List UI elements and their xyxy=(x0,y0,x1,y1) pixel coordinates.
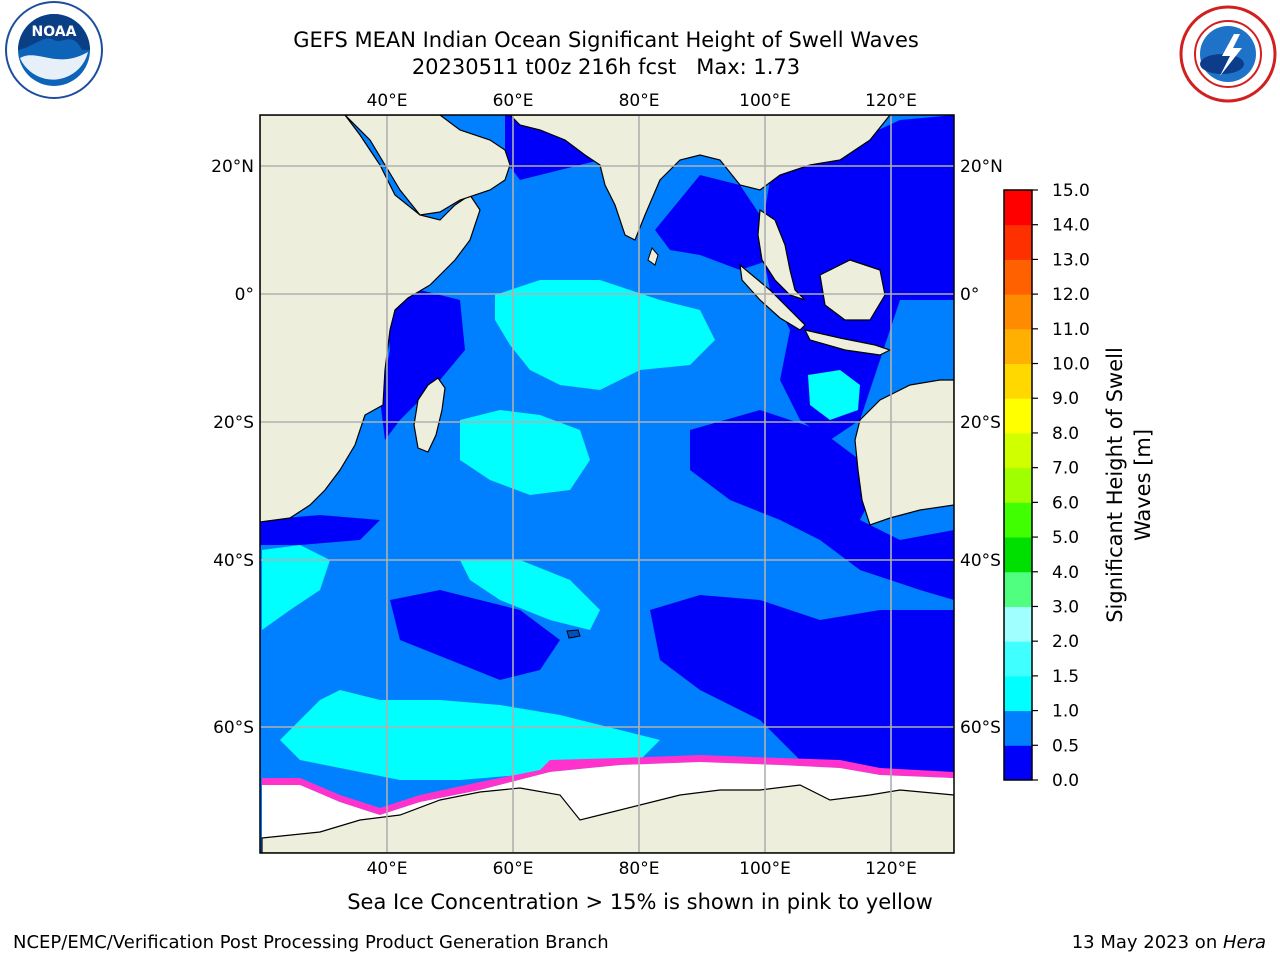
colorbar-ticks: 0.0 0.5 1.0 1.5 2.0 3.0 4.0 5.0 6.0 7.0 8.0 9.0 10.0… xyxy=(1032,181,1090,791)
colorbar-swatch xyxy=(1004,745,1032,781)
colorbar-swatch xyxy=(1004,190,1032,226)
madagascar-land xyxy=(413,377,446,453)
colorbar-tick-label: 8.0 xyxy=(1052,424,1079,444)
borneo-land xyxy=(819,259,886,321)
colorbar-tick-label: 12.0 xyxy=(1052,285,1090,305)
colorbar-tick-label: 0.5 xyxy=(1052,736,1079,756)
colorbar xyxy=(1003,189,1033,781)
lon-tick-top: 100°E xyxy=(739,91,791,111)
colorbar-swatch xyxy=(1004,502,1032,538)
colorbar-swatch xyxy=(1004,467,1032,503)
lat-tick-right: 60°S xyxy=(960,718,1001,738)
colorbar-tick-label: 4.0 xyxy=(1052,563,1079,583)
lat-labels-right: 20°N 0° 20°S 40°S 60°S xyxy=(960,157,1003,738)
colorbar-label-line2: Waves [m] xyxy=(1131,429,1155,541)
lat-tick-left: 40°S xyxy=(213,551,254,571)
colorbar-tick-label: 10.0 xyxy=(1052,355,1090,375)
noaa-logo: NOAA xyxy=(5,1,103,99)
noaa-logo-text: NOAA xyxy=(32,24,77,40)
kerguelen-island xyxy=(566,629,581,639)
lat-tick-left: 20°N xyxy=(211,157,254,177)
gridlines xyxy=(260,115,954,853)
colorbar-swatch xyxy=(1004,398,1032,434)
lat-tick-right: 20°S xyxy=(960,413,1001,433)
lon-tick-bottom: 60°E xyxy=(493,859,534,879)
asia-land xyxy=(509,115,891,241)
malay-land xyxy=(757,208,806,301)
colorbar-frame xyxy=(1003,189,1033,781)
map-frame xyxy=(259,114,955,854)
colorbar-tick-label: 0.0 xyxy=(1052,771,1079,791)
colorbar-tick-label: 1.5 xyxy=(1052,667,1079,687)
colorbar-swatch xyxy=(1004,328,1032,365)
colorbar-swatch xyxy=(1004,432,1032,469)
lat-tick-left: 60°S xyxy=(213,718,254,738)
colorbar-swatch xyxy=(1004,675,1032,712)
lon-tick-top: 120°E xyxy=(865,91,917,111)
lat-tick-right: 0° xyxy=(960,285,979,305)
footer-credit: NCEP/EMC/Verification Post Processing Pr… xyxy=(13,932,609,953)
lon-tick-bottom: 40°E xyxy=(367,859,408,879)
colorbar-label-line1: Significant Height of Swell xyxy=(1103,347,1127,623)
footer-host: Hera xyxy=(1222,932,1266,953)
lat-tick-right: 20°N xyxy=(960,157,1003,177)
colorbar-swatch xyxy=(1004,710,1032,746)
colorbar-tick-label: 9.0 xyxy=(1052,389,1079,409)
colorbar-tick-label: 1.0 xyxy=(1052,702,1079,722)
colorbar-swatch xyxy=(1004,537,1032,573)
footer-date: 13 May 2023 on Hera xyxy=(1072,932,1266,953)
lon-labels-bottom: 40°E 60°E 80°E 100°E 120°E xyxy=(367,859,917,879)
colorbar-tick-label: 3.0 xyxy=(1052,597,1079,617)
nws-logo xyxy=(1179,5,1277,103)
colorbar-swatch xyxy=(1004,294,1032,330)
map-area xyxy=(260,115,954,853)
colorbar-swatch xyxy=(1004,259,1032,295)
lat-tick-left: 20°S xyxy=(213,413,254,433)
java-land xyxy=(803,329,892,356)
colorbar-swatch xyxy=(1004,571,1032,607)
colorbar-tick-label: 5.0 xyxy=(1052,528,1079,548)
lon-tick-bottom: 100°E xyxy=(739,859,791,879)
colorbar-swatch xyxy=(1004,641,1032,677)
colorbar-tick-label: 13.0 xyxy=(1052,250,1090,270)
colorbar-swatch xyxy=(1004,363,1032,399)
lat-tick-left: 0° xyxy=(235,285,254,305)
africa-land xyxy=(260,115,481,523)
colorbar-tick-label: 15.0 xyxy=(1052,181,1090,201)
colorbar-tick-label: 2.0 xyxy=(1052,632,1079,652)
lat-labels-left: 20°N 0° 20°S 40°S 60°S xyxy=(211,157,254,738)
lon-tick-top: 60°E xyxy=(493,91,534,111)
caption: Sea Ice Concentration > 15% is shown in … xyxy=(347,890,933,914)
lat-tick-right: 40°S xyxy=(960,551,1001,571)
chart-title: GEFS MEAN Indian Ocean Significant Heigh… xyxy=(293,28,919,52)
footer-date-text: 13 May 2023 on xyxy=(1071,932,1223,953)
chart-subtitle: 20230511 t00z 216h fcst Max: 1.73 xyxy=(411,55,801,79)
lon-tick-bottom: 120°E xyxy=(865,859,917,879)
lon-labels-top: 40°E 60°E 80°E 100°E 120°E xyxy=(367,91,917,111)
lon-tick-bottom: 80°E xyxy=(619,859,660,879)
colorbar-swatch xyxy=(1004,606,1032,642)
colorbar-swatch xyxy=(1004,224,1032,260)
colorbar-tick-label: 11.0 xyxy=(1052,320,1090,340)
colorbar-tick-label: 7.0 xyxy=(1052,459,1079,479)
sumatra-land xyxy=(739,263,806,331)
swell-mid-regions xyxy=(262,280,860,780)
sri-lanka-land xyxy=(647,247,659,266)
lon-tick-top: 80°E xyxy=(619,91,660,111)
lon-tick-top: 40°E xyxy=(367,91,408,111)
colorbar-tick-label: 14.0 xyxy=(1052,216,1090,236)
australia-land xyxy=(854,379,954,526)
colorbar-tick-label: 6.0 xyxy=(1052,493,1079,513)
antarctica-land xyxy=(261,784,954,853)
